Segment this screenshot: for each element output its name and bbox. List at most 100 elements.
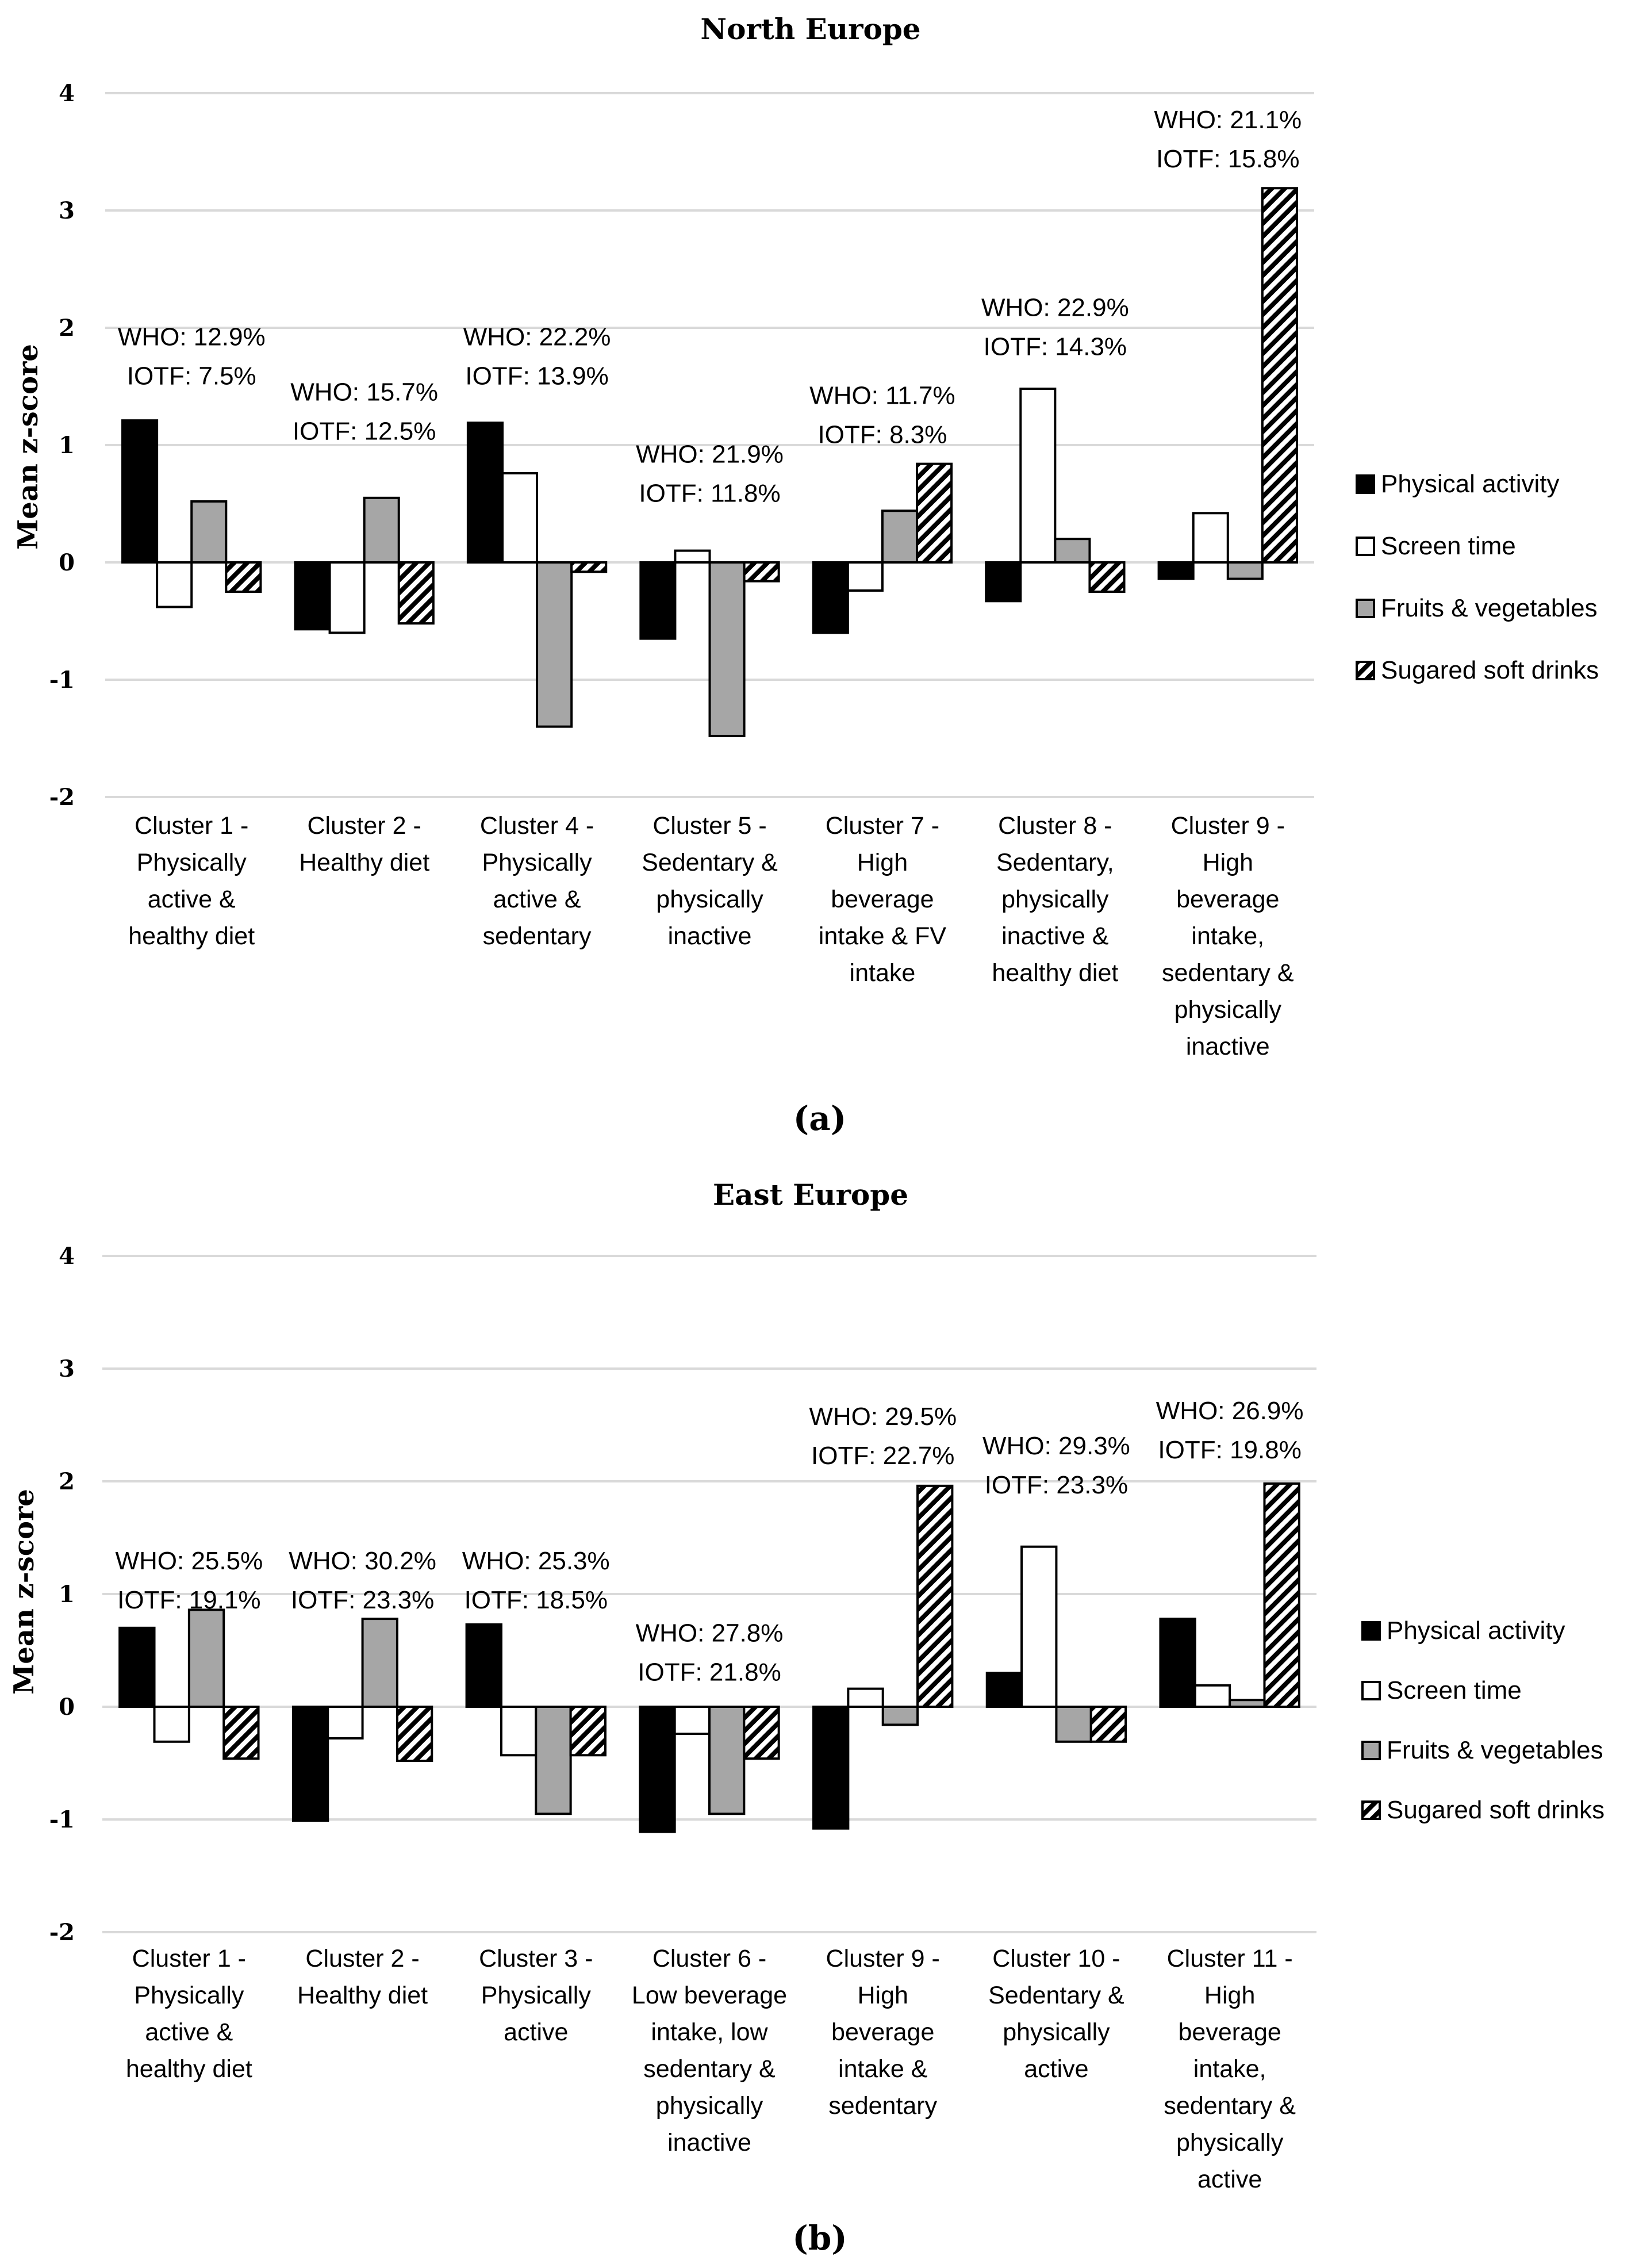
category-label: Cluster 1 - [132, 1945, 246, 1972]
category-label: Sedentary, [996, 849, 1114, 876]
category-label: Cluster 11 - [1167, 1945, 1293, 1972]
legend-label: Physical activity [1381, 470, 1560, 498]
bar-screen-time [500, 1706, 538, 1757]
legend-swatch-sugared-soft-drinks [1361, 1800, 1381, 1820]
bar-physical-activity [985, 561, 1022, 603]
legend-label: Screen time [1381, 532, 1516, 560]
bar-physical-activity [639, 1706, 676, 1833]
annotation-text: IOTF: 19.1% [117, 1586, 260, 1614]
annotations: WHO: 12.9% IOTF: 7.5% WHO: 15.7% IOTF: 12.5… [118, 106, 1302, 507]
category-label: intake, [1193, 2055, 1266, 2083]
category-label: healthy diet [126, 2055, 252, 2083]
bar-screen-time [847, 1687, 884, 1708]
gridlines [102, 1255, 1316, 1933]
annotation-text: WHO: 25.3% [462, 1547, 610, 1575]
category-label: Sedentary & [988, 1982, 1124, 2009]
bar-fruits-vegetables [881, 1706, 919, 1726]
legend-swatch-screen-time [1356, 537, 1375, 556]
bar-sugared-soft-drinks [397, 561, 435, 625]
bar-fruits-vegetables [1055, 1706, 1092, 1743]
chart-title: North Europe [700, 12, 920, 46]
annotation-text: IOTF: 22.7% [811, 1442, 954, 1470]
bar-sugared-soft-drinks [916, 1484, 954, 1708]
category-label: beverage [831, 2018, 934, 2046]
category-label: inactive [667, 2129, 751, 2156]
category-labels: Cluster 1 - Physically active & healthy die… [128, 812, 1294, 1060]
bar-fruits-vegetables [363, 496, 400, 564]
annotation-text: WHO: 26.9% [1156, 1397, 1304, 1425]
y-tick-label: -2 [49, 1919, 75, 1946]
category-label: Cluster 2 - [307, 812, 421, 840]
bar-fruits-vegetables [708, 1706, 746, 1815]
category-label: High [857, 849, 908, 876]
legend-label: Sugared soft drinks [1387, 1796, 1605, 1824]
y-tick-labels: 4 3 2 1 0 -1 -2 [49, 1243, 75, 1946]
bar-fruits-vegetables [535, 1706, 572, 1815]
bar-physical-activity [1159, 1618, 1196, 1708]
bar-fruits-vegetables [190, 500, 228, 564]
chart-title: East Europe [713, 1178, 908, 1212]
legend-label: Sugared soft drinks [1381, 656, 1599, 684]
annotation-text: IOTF: 21.8% [638, 1658, 781, 1686]
annotation-text: WHO: 30.2% [289, 1547, 436, 1575]
category-label: intake & [838, 2055, 928, 2083]
category-label: intake, low [651, 2018, 768, 2046]
bar-physical-activity [812, 561, 849, 634]
bar-fruits-vegetables [881, 509, 919, 564]
category-label: active & [148, 886, 236, 913]
bar-physical-activity [291, 1706, 329, 1822]
category-label: inactive & [1001, 922, 1109, 950]
bar-screen-time [674, 549, 711, 564]
annotation-text: IOTF: 23.3% [291, 1586, 434, 1614]
bar-sugared-soft-drinks [916, 462, 953, 564]
bar-sugared-soft-drinks [222, 1706, 260, 1760]
annotation-text: IOTF: 12.5% [293, 417, 436, 445]
category-label: intake, [1191, 922, 1264, 950]
y-tick-label: 0 [59, 549, 75, 576]
legend-swatch-sugared-soft-drinks [1356, 661, 1375, 680]
y-axis-label: Mean z-score [12, 344, 44, 550]
bar-fruits-vegetables [187, 1608, 225, 1708]
bar-screen-time [153, 1706, 190, 1743]
bar-physical-activity [294, 561, 331, 631]
category-label: active [1024, 2055, 1088, 2083]
category-label: Cluster 4 - [480, 812, 594, 840]
annotation-text: WHO: 15.7% [290, 378, 438, 406]
bar-screen-time [1020, 1545, 1058, 1708]
category-label: physically [1174, 996, 1282, 1024]
bar-physical-activity [466, 422, 504, 564]
y-axis-label: Mean z-score [8, 1489, 40, 1695]
category-label: physically [1001, 886, 1109, 913]
y-tick-label: 2 [59, 315, 75, 342]
bar-sugared-soft-drinks [396, 1706, 433, 1763]
bar-fruits-vegetables [1226, 561, 1264, 580]
bar-physical-activity [118, 1626, 156, 1708]
bar-physical-activity [121, 419, 159, 564]
y-tick-label: 4 [59, 1243, 75, 1270]
legend-swatch-fruits-vegetables [1361, 1741, 1381, 1760]
legend-label: Physical activity [1387, 1616, 1565, 1645]
category-label: sedentary [483, 922, 592, 950]
panel-label: (b) [792, 2219, 847, 2258]
legend-swatch-physical-activity [1356, 474, 1375, 494]
category-label: intake [850, 959, 916, 987]
bar-physical-activity [812, 1706, 850, 1830]
annotation-text: IOTF: 14.3% [984, 333, 1127, 361]
annotation-text: IOTF: 7.5% [127, 362, 256, 390]
annotation-text: IOTF: 18.5% [465, 1586, 608, 1614]
bar-screen-time [673, 1706, 711, 1736]
bar-fruits-vegetables [361, 1618, 398, 1708]
category-label: sedentary [828, 2092, 937, 2120]
bar-screen-time [156, 561, 193, 608]
category-label: Cluster 7 - [826, 812, 939, 840]
y-tick-label: 0 [59, 1694, 75, 1721]
bar-sugared-soft-drinks [1088, 561, 1126, 593]
category-labels: Cluster 1 - Physically active & healthy die… [126, 1945, 1296, 2193]
bar-physical-activity [639, 561, 677, 640]
annotation-text: IOTF: 8.3% [817, 421, 947, 449]
annotation-text: WHO: 22.2% [463, 323, 611, 351]
category-label: sedentary & [1164, 2092, 1296, 2120]
annotation-text: WHO: 21.1% [1154, 106, 1302, 134]
category-label: active [1197, 2166, 1262, 2193]
